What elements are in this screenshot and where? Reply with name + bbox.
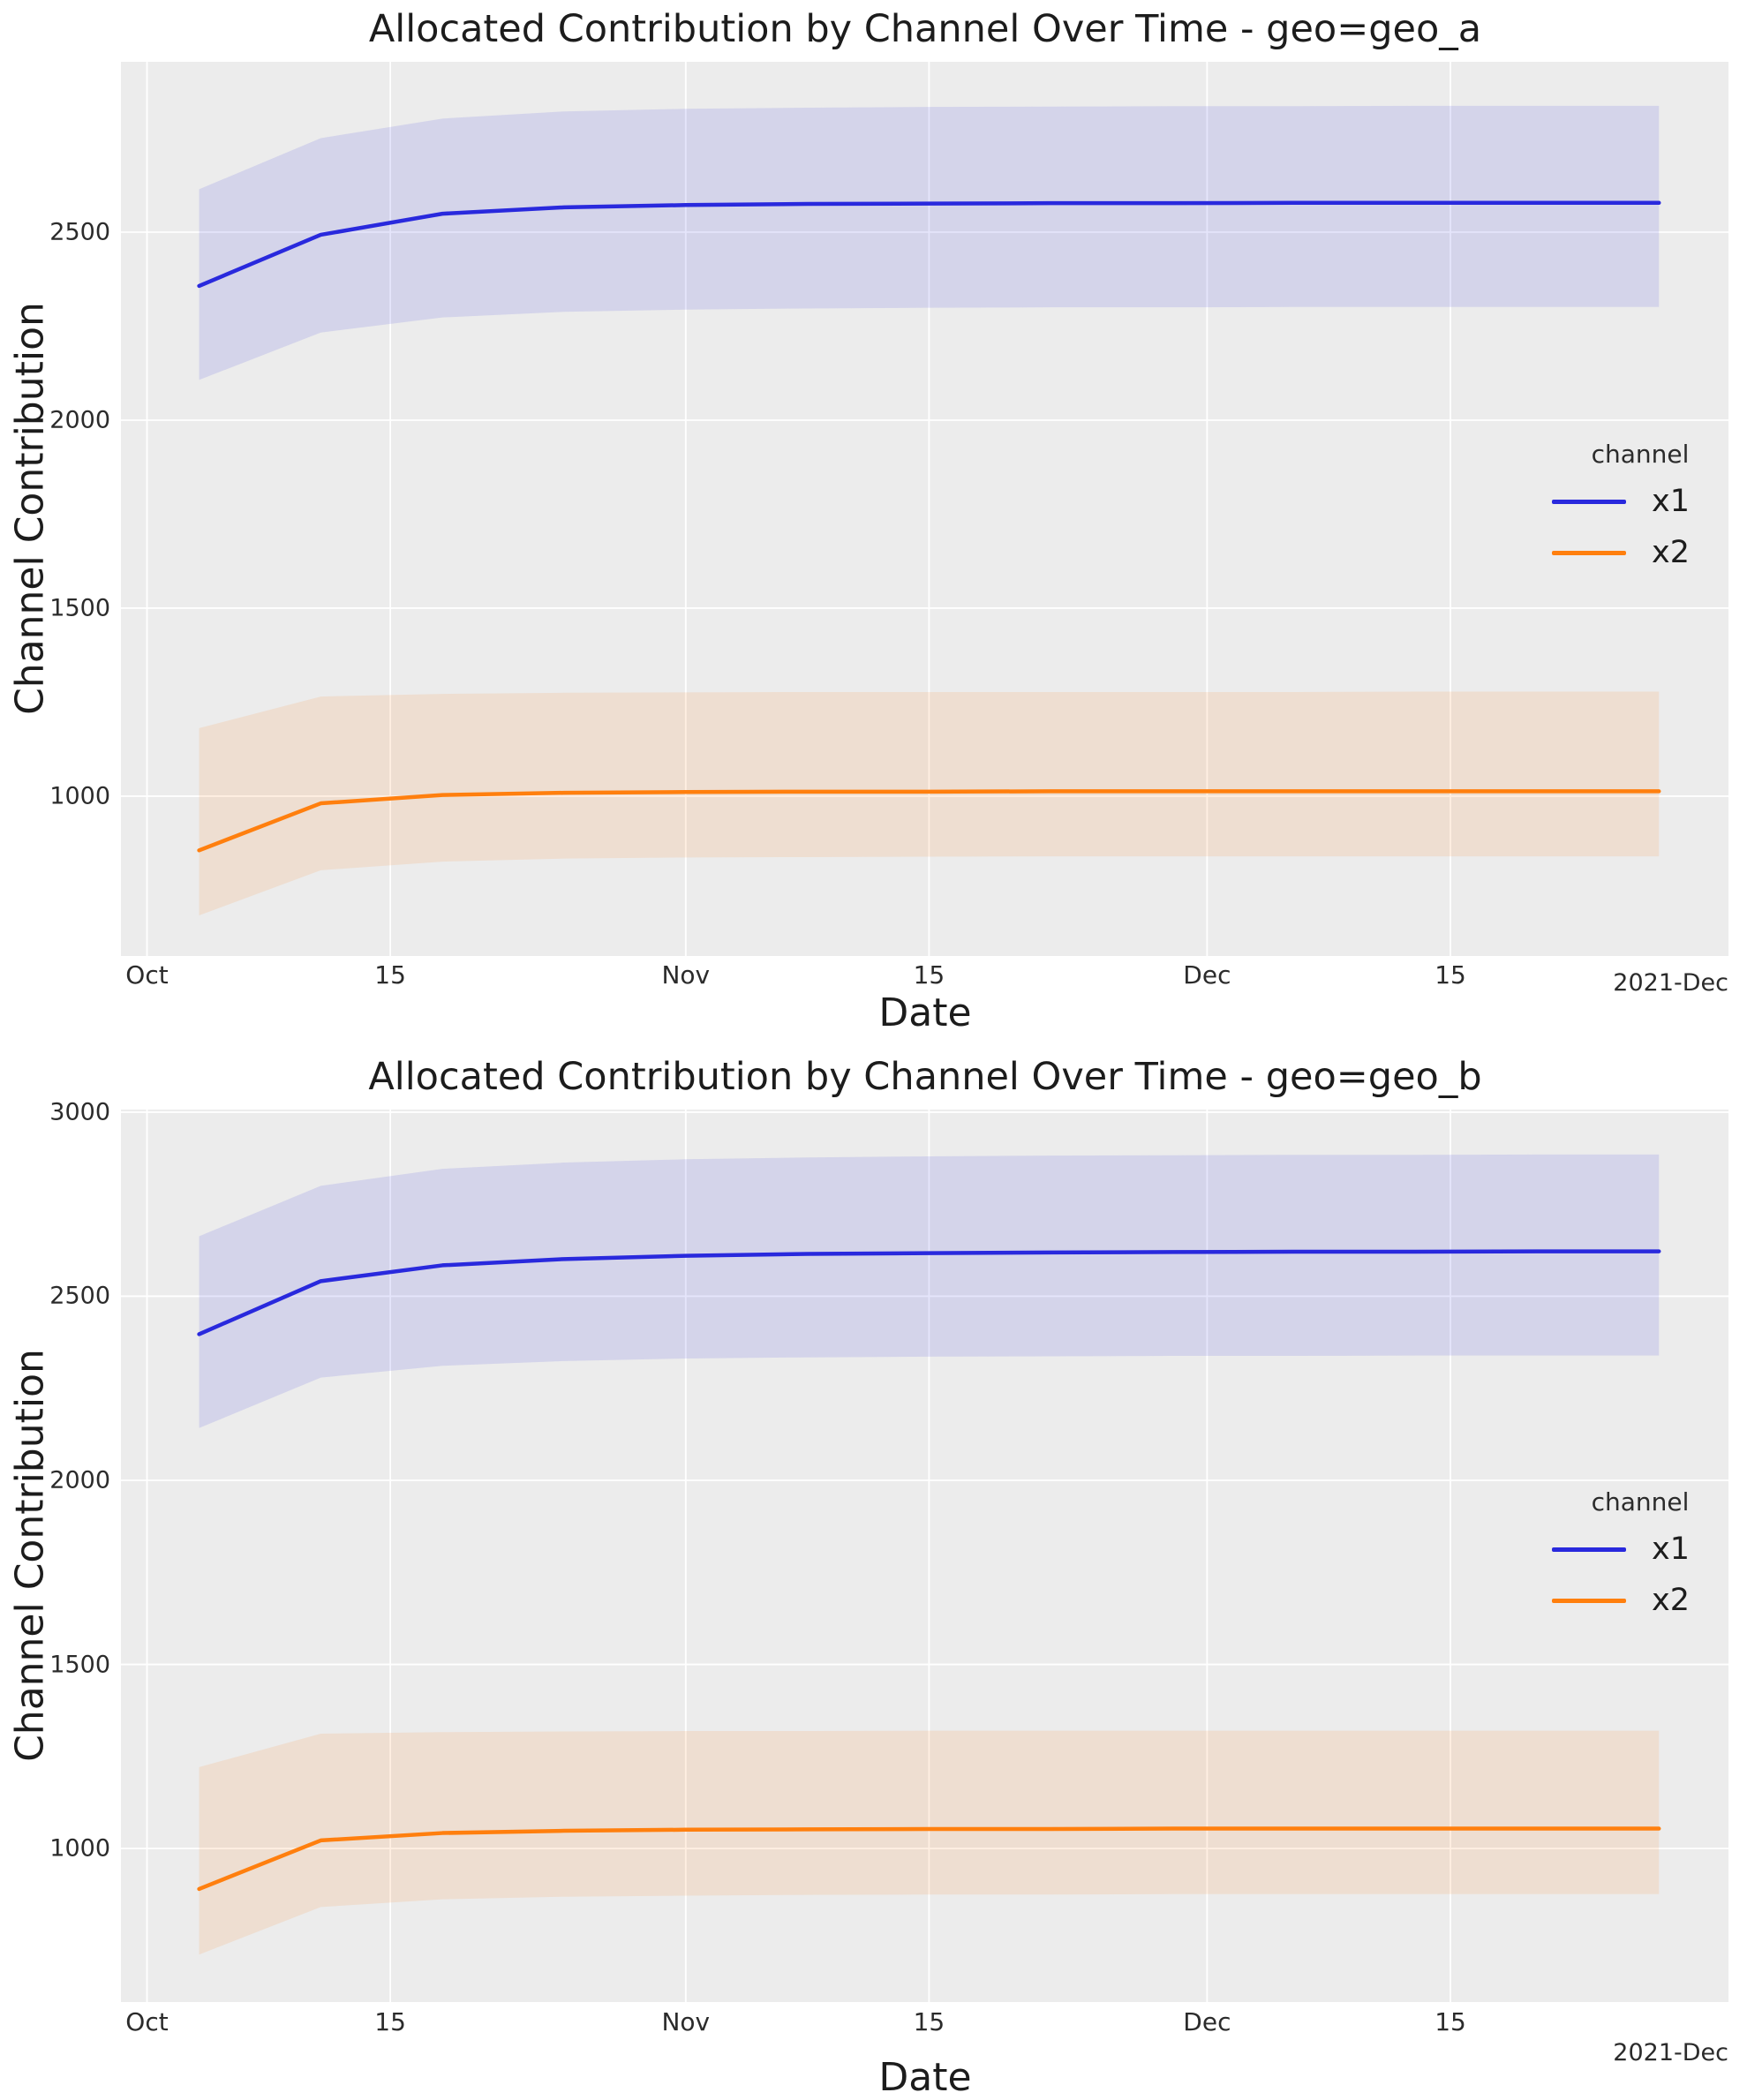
legend-entry-x1: x1 (1552, 1530, 1728, 1569)
chart-b-plot-area (121, 1110, 1728, 2002)
line-x2 (197, 789, 1661, 853)
chart-a-legend: channel x1 x2 (1552, 440, 1728, 572)
confidence-band-x1 (199, 1154, 1660, 1428)
x-tick-label: Nov (661, 2007, 711, 2036)
x-tick-label: 15 (1434, 960, 1466, 990)
legend-title: channel (1591, 1487, 1690, 1517)
legend-label-x1: x1 (1652, 1532, 1690, 1567)
x-tick-label: 15 (374, 960, 406, 990)
chart-a-title: Allocated Contribution by Channel Over T… (368, 7, 1482, 51)
chart-b-x-axis-offset-text: 2021-Dec (1613, 2039, 1728, 2066)
x-tick-label: 15 (1434, 2007, 1466, 2036)
y-tick-label: 2000 (49, 406, 110, 434)
x-tick-label: Oct (125, 2007, 169, 2036)
confidence-band-x2 (199, 1730, 1660, 1955)
line-x1 (197, 1249, 1661, 1336)
line-x1 (197, 200, 1661, 289)
x-tick-label: Oct (125, 960, 169, 990)
x-tick-label: Nov (661, 960, 711, 990)
x-tick-label: Dec (1183, 960, 1231, 990)
legend-line-sample-x1 (1552, 1547, 1626, 1552)
legend-entry-x2: x2 (1552, 533, 1728, 572)
chart-b-x-axis-label: Date (878, 2055, 972, 2100)
legend-line-sample-x2 (1552, 550, 1626, 555)
x-tick-label: 15 (913, 960, 945, 990)
y-tick-label: 1000 (49, 1834, 110, 1863)
legend-line-sample-x1 (1552, 499, 1626, 504)
x-tick-label: 15 (913, 2007, 945, 2036)
legend-line-sample-x2 (1552, 1598, 1626, 1603)
line-x2 (197, 1826, 1661, 1892)
y-tick-label: 1000 (49, 782, 110, 810)
x-tick-label: 15 (374, 2007, 406, 2036)
y-tick-label: 2000 (49, 1466, 110, 1494)
chart-a-plot-area (121, 62, 1728, 956)
y-tick-label: 3000 (49, 1098, 110, 1126)
chart-a-y-axis-label: Channel Contribution (7, 302, 53, 715)
chart-a-x-axis-offset-text: 2021-Dec (1613, 969, 1728, 997)
legend-entry-x2: x2 (1552, 1581, 1728, 1620)
legend-label-x1: x1 (1652, 484, 1690, 519)
y-tick-label: 1500 (49, 1651, 110, 1679)
x-tick-label: Dec (1183, 2007, 1231, 2036)
y-tick-label: 2500 (49, 1282, 110, 1310)
chart-b-y-axis-label: Channel Contribution (7, 1349, 53, 1762)
confidence-band-x2 (199, 691, 1660, 915)
chart-b-title: Allocated Contribution by Channel Over T… (368, 1055, 1482, 1099)
confidence-band-x1 (199, 105, 1660, 380)
chart-a-x-axis-label: Date (878, 990, 972, 1035)
legend-label-x2: x2 (1652, 1583, 1690, 1618)
legend-title: channel (1591, 440, 1690, 469)
y-tick-label: 2500 (49, 218, 110, 246)
legend-entry-x1: x1 (1552, 482, 1728, 521)
chart-canvas (121, 62, 1728, 956)
legend-label-x2: x2 (1652, 535, 1690, 570)
y-tick-label: 1500 (49, 594, 110, 622)
chart-b-legend: channel x1 x2 (1552, 1487, 1728, 1620)
chart-canvas (121, 1110, 1728, 2002)
